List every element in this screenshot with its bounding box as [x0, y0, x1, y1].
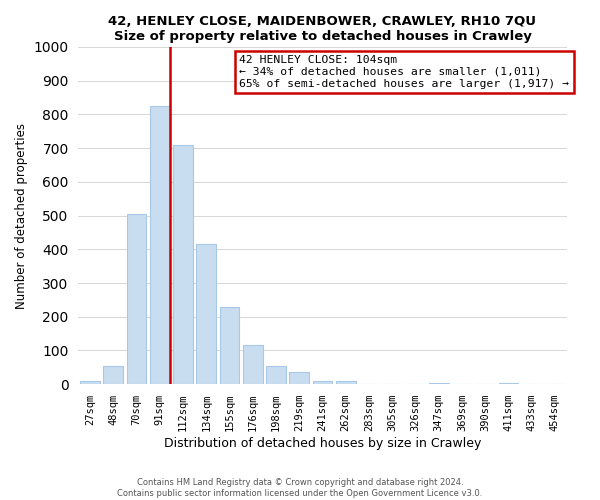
Bar [313, 381, 332, 384]
Bar [289, 372, 309, 384]
Bar [127, 214, 146, 384]
Bar [103, 366, 123, 384]
Bar [80, 381, 100, 384]
Bar [266, 366, 286, 384]
Bar [220, 306, 239, 384]
Bar [243, 346, 263, 384]
Title: 42, HENLEY CLOSE, MAIDENBOWER, CRAWLEY, RH10 7QU
Size of property relative to de: 42, HENLEY CLOSE, MAIDENBOWER, CRAWLEY, … [109, 15, 536, 43]
X-axis label: Distribution of detached houses by size in Crawley: Distribution of detached houses by size … [164, 437, 481, 450]
Bar [499, 382, 518, 384]
Text: 42 HENLEY CLOSE: 104sqm
← 34% of detached houses are smaller (1,011)
65% of semi: 42 HENLEY CLOSE: 104sqm ← 34% of detache… [239, 56, 569, 88]
Y-axis label: Number of detached properties: Number of detached properties [15, 122, 28, 308]
Bar [429, 382, 449, 384]
Bar [336, 381, 356, 384]
Text: Contains HM Land Registry data © Crown copyright and database right 2024.
Contai: Contains HM Land Registry data © Crown c… [118, 478, 482, 498]
Bar [150, 106, 170, 384]
Bar [173, 145, 193, 384]
Bar [196, 244, 216, 384]
